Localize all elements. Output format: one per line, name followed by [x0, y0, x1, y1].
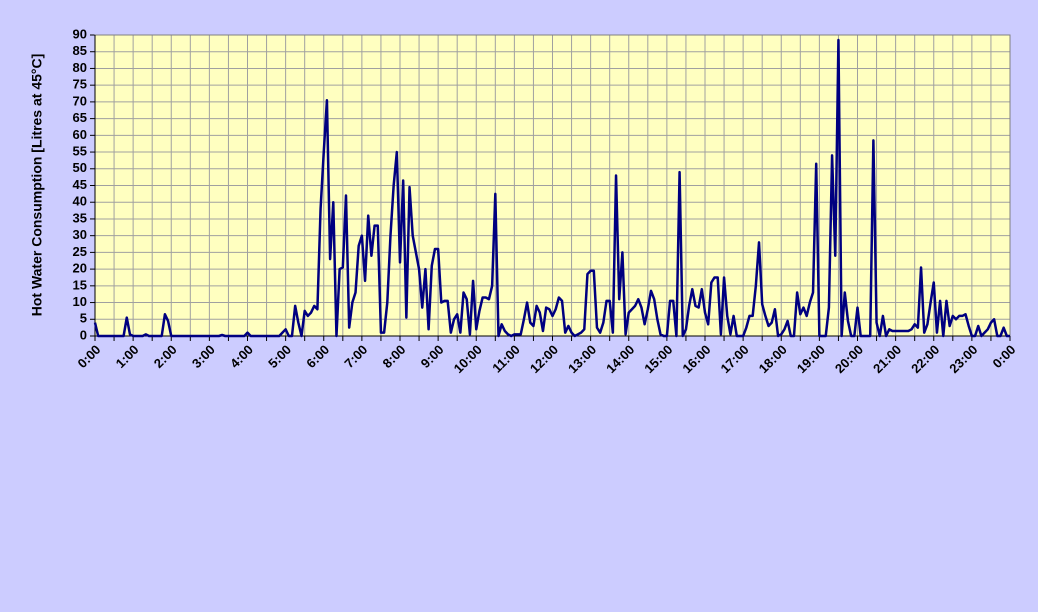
y-tick-label: 60: [73, 127, 87, 142]
y-tick-label: 30: [73, 227, 87, 242]
y-tick-label: 5: [80, 311, 87, 326]
y-tick-label: 20: [73, 261, 87, 276]
y-tick-label: 35: [73, 210, 87, 225]
y-tick-label: 55: [73, 143, 87, 158]
y-tick-label: 10: [73, 294, 87, 309]
data-line: [93, 38, 1010, 338]
y-tick-label: 80: [73, 60, 87, 75]
y-tick-label: 25: [73, 244, 87, 259]
y-tick-label: 40: [73, 194, 87, 209]
y-tick-label: 45: [73, 177, 87, 192]
y-tick-label: 50: [73, 160, 87, 175]
y-tick-label: 75: [73, 77, 87, 92]
y-tick-label: 0: [80, 327, 87, 342]
y-tick-label: 15: [73, 277, 87, 292]
y-axis-title: Hot Water Consumption [Litres at 45°C]: [29, 54, 45, 317]
y-tick-label: 90: [73, 26, 87, 41]
y-tick-label: 65: [73, 110, 87, 125]
y-tick-label: 70: [73, 93, 87, 108]
y-tick-label: 85: [73, 43, 87, 58]
